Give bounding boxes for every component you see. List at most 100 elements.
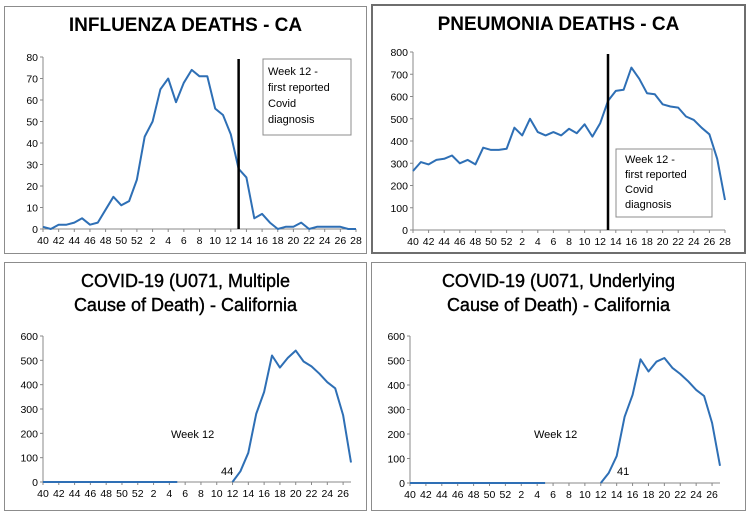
y-tick-label: 100: [390, 203, 408, 215]
x-tick-label: 4: [534, 489, 540, 501]
y-tick-label: 70: [26, 74, 38, 86]
x-tick-label: 10: [579, 489, 591, 501]
x-tick-label: 2: [150, 235, 156, 247]
covid-multiple-cause-chart-panel: COVID-19 (U071, Multiple Cause of Death)…: [4, 262, 367, 511]
x-tick-label: 20: [288, 235, 300, 247]
y-tick-label: 30: [26, 160, 38, 172]
x-tick-label: 6: [550, 489, 556, 501]
x-tick-label: 48: [100, 235, 112, 247]
x-tick-label: 10: [579, 236, 591, 248]
y-tick-label: 60: [26, 95, 38, 107]
covid-underlying-cause-chart-panel: COVID-19 (U071, Underlying Cause of Deat…: [371, 262, 746, 511]
x-tick-label: 40: [407, 236, 419, 248]
x-tick-label: 50: [484, 489, 496, 501]
x-tick-label: 24: [690, 489, 702, 501]
annotation-text: Covid: [625, 184, 653, 196]
x-tick-label: 42: [53, 235, 65, 247]
y-tick-label: 10: [26, 203, 38, 215]
x-tick-label: 12: [225, 235, 237, 247]
x-tick-label: 6: [181, 235, 187, 247]
y-tick-label: 200: [387, 429, 405, 441]
x-tick-label: 44: [436, 489, 448, 501]
y-tick-label: 600: [387, 331, 405, 343]
x-tick-label: 10: [211, 488, 223, 500]
x-tick-label: 22: [306, 488, 318, 500]
annotation-first-value: 41: [617, 466, 629, 478]
x-tick-label: 22: [303, 235, 315, 247]
annotation-text: Covid: [268, 98, 296, 110]
y-tick-label: 200: [390, 181, 408, 193]
y-tick-label: 800: [390, 47, 408, 59]
x-tick-label: 14: [610, 236, 622, 248]
y-tick-label: 300: [390, 158, 408, 170]
y-tick-label: 300: [387, 405, 405, 417]
y-tick-label: 0: [399, 478, 405, 490]
x-tick-label: 26: [335, 235, 347, 247]
x-tick-label: 12: [595, 489, 607, 501]
x-tick-label: 18: [643, 489, 655, 501]
x-tick-label: 16: [258, 488, 270, 500]
chart-title: COVID-19 (U071, Underlying Cause of Deat…: [441, 271, 676, 315]
y-tick-label: 600: [390, 92, 408, 104]
annotation-box: [262, 58, 352, 136]
y-tick-label: 400: [387, 380, 405, 392]
x-tick-label: 44: [68, 235, 80, 247]
x-tick-label: 22: [672, 236, 684, 248]
x-tick-label: 24: [688, 236, 700, 248]
x-tick-label: 22: [674, 489, 686, 501]
x-tick-label: 48: [470, 236, 482, 248]
x-tick-label: 14: [241, 235, 253, 247]
x-tick-label: 16: [626, 236, 638, 248]
y-tick-label: 0: [32, 224, 38, 236]
x-tick-label: 20: [290, 488, 302, 500]
chart-title: COVID-19 (U071, Multiple Cause of Death)…: [73, 271, 298, 315]
annotation-box: [615, 148, 713, 218]
x-tick-label: 40: [404, 489, 416, 501]
series-line: [42, 68, 356, 230]
y-tick-label: 50: [26, 117, 38, 129]
x-tick-label: 12: [227, 488, 239, 500]
x-tick-label: 40: [37, 235, 49, 247]
x-tick-label: 4: [535, 236, 541, 248]
x-tick-label: 18: [274, 488, 286, 500]
x-tick-label: 46: [452, 489, 464, 501]
x-tick-label: 2: [151, 488, 157, 500]
series-line: [412, 66, 726, 201]
x-tick-label: 24: [321, 488, 333, 500]
chart-title: PNEUMONIA DEATHS - CA: [437, 14, 680, 35]
annotation-text: Week 12 -: [268, 66, 318, 78]
x-tick-label: 40: [37, 488, 49, 500]
x-tick-label: 52: [131, 235, 143, 247]
series-line: [231, 349, 352, 483]
chart-title: INFLUENZA DEATHS - CA: [68, 15, 303, 36]
x-tick-label: 26: [704, 236, 716, 248]
annotation-text: first reported: [625, 169, 687, 181]
x-tick-label: 14: [611, 489, 623, 501]
x-tick-label: 48: [100, 488, 112, 500]
pneumonia-chart-panel: PNEUMONIA DEATHS - CA 0 100 200 300 400 500 60…: [371, 4, 746, 254]
x-tick-label: 52: [501, 236, 513, 248]
x-tick-label: 50: [116, 488, 128, 500]
y-tick-label: 20: [26, 181, 38, 193]
y-tick-label: 0: [32, 477, 38, 489]
x-tick-label: 18: [272, 235, 284, 247]
y-tick-label: 100: [20, 453, 38, 465]
y-tick-label: 400: [20, 380, 38, 392]
x-tick-label: 8: [198, 488, 204, 500]
annotation-text: diagnosis: [625, 199, 672, 211]
x-tick-label: 48: [468, 489, 480, 501]
y-tick-label: 0: [402, 225, 408, 237]
y-tick-label: 80: [26, 52, 38, 64]
x-tick-label: 44: [69, 488, 81, 500]
x-tick-label: 18: [641, 236, 653, 248]
y-tick-label: 600: [20, 331, 38, 343]
x-tick-label: 28: [719, 236, 731, 248]
annotation-first-value: 44: [221, 466, 233, 478]
x-tick-label: 50: [485, 236, 497, 248]
x-tick-label: 20: [657, 236, 669, 248]
y-tick-label: 400: [390, 136, 408, 148]
x-tick-label: 26: [706, 489, 718, 501]
y-tick-label: 300: [20, 404, 38, 416]
y-tick-label: 500: [20, 355, 38, 367]
